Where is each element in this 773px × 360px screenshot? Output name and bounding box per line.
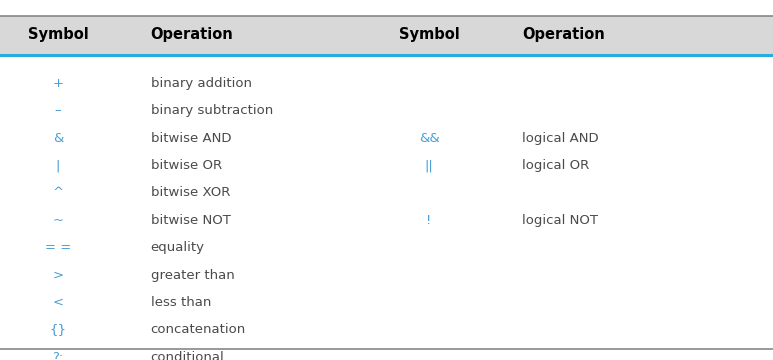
Text: <: < <box>53 296 63 309</box>
Text: ||: || <box>424 159 434 172</box>
Text: &: & <box>53 132 63 145</box>
Text: Operation: Operation <box>522 27 604 42</box>
Text: ^: ^ <box>53 186 63 199</box>
Text: {}: {} <box>49 323 66 336</box>
Text: concatenation: concatenation <box>151 323 246 336</box>
Text: bitwise AND: bitwise AND <box>151 132 231 145</box>
Text: = =: = = <box>45 241 71 254</box>
Text: !: ! <box>427 214 431 227</box>
Text: Symbol: Symbol <box>399 27 459 42</box>
Text: conditional: conditional <box>151 351 224 360</box>
Text: logical OR: logical OR <box>522 159 589 172</box>
Text: >: > <box>53 269 63 282</box>
Text: +: + <box>53 77 63 90</box>
Text: Operation: Operation <box>151 27 233 42</box>
Text: binary addition: binary addition <box>151 77 252 90</box>
FancyBboxPatch shape <box>0 16 773 54</box>
Text: less than: less than <box>151 296 211 309</box>
Text: |: | <box>56 159 60 172</box>
Text: binary subtraction: binary subtraction <box>151 104 273 117</box>
Text: logical AND: logical AND <box>522 132 598 145</box>
Text: bitwise OR: bitwise OR <box>151 159 222 172</box>
Text: Symbol: Symbol <box>28 27 88 42</box>
Text: bitwise NOT: bitwise NOT <box>151 214 230 227</box>
Text: –: – <box>55 104 61 117</box>
Text: &&: && <box>419 132 439 145</box>
Text: ~: ~ <box>53 214 63 227</box>
Text: greater than: greater than <box>151 269 234 282</box>
Text: bitwise XOR: bitwise XOR <box>151 186 230 199</box>
Text: logical NOT: logical NOT <box>522 214 598 227</box>
Text: ?:: ?: <box>53 351 63 360</box>
Text: equality: equality <box>151 241 205 254</box>
